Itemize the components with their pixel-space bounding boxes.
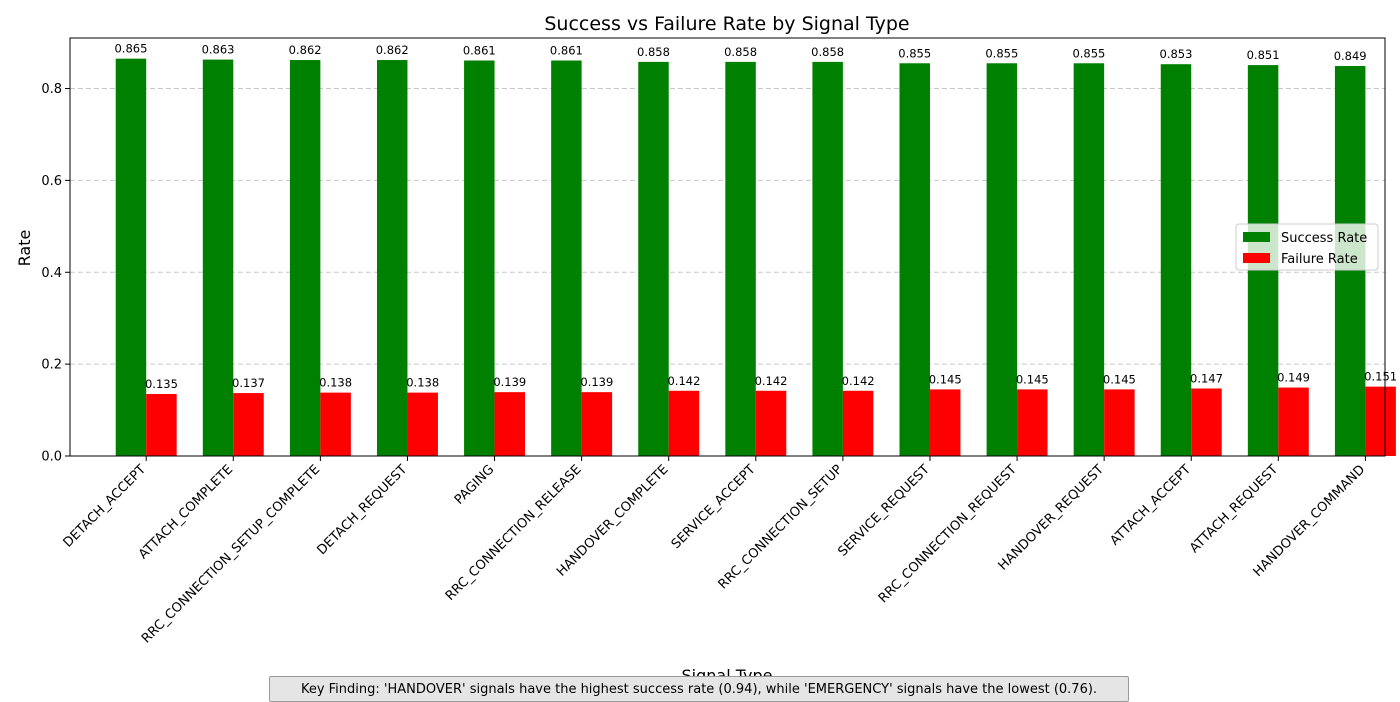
bar-value-label: 0.137	[232, 376, 265, 390]
bar	[551, 60, 582, 456]
bar-value-label: 0.149	[1277, 371, 1310, 385]
bar-value-label: 0.862	[289, 43, 322, 57]
x-tick-label: ATTACH_ACCEPT	[1108, 462, 1195, 549]
plot-area-frame	[69, 37, 1386, 457]
bar-value-label: 0.147	[1190, 371, 1223, 385]
bar-value-label: 0.855	[898, 46, 931, 60]
bar	[1017, 389, 1048, 456]
x-tick-label: RRC_CONNECTION_SETUP_COMPLETE	[139, 462, 323, 646]
y-tick-label: 0.8	[41, 82, 62, 97]
bar-value-label: 0.861	[463, 44, 496, 58]
bars	[115, 58, 1396, 457]
x-tick-label: ATTACH_REQUEST	[1187, 462, 1281, 556]
y-axis: 0.0 0.2 0.4 0.6 0.8	[41, 82, 70, 465]
bar-value-label: 0.138	[406, 376, 439, 390]
bar	[1073, 63, 1105, 457]
bar-value-label: 0.142	[842, 374, 875, 388]
bar	[986, 63, 1018, 457]
x-tick-label: RRC_CONNECTION_RELEASE	[443, 462, 585, 604]
bar	[233, 393, 264, 456]
legend: Success Rate Failure Rate	[1235, 223, 1379, 271]
y-tick-label: 0.2	[41, 358, 62, 373]
x-tick-label: RRC_CONNECTION_REQUEST	[876, 462, 1020, 606]
x-tick-label: SERVICE_REQUEST	[835, 462, 932, 559]
legend-label: Failure Rate	[1281, 252, 1358, 267]
legend-box	[1235, 223, 1379, 271]
x-tick-label: ATTACH_COMPLETE	[136, 462, 236, 562]
bar-value-label: 0.135	[145, 377, 178, 391]
bar	[755, 390, 787, 456]
bar-value-label: 0.139	[580, 375, 613, 389]
y-axis-label: Rate	[15, 230, 34, 267]
bar	[376, 60, 408, 457]
bar	[842, 390, 874, 456]
legend-swatch	[1243, 232, 1270, 242]
bar-value-label: 0.142	[755, 374, 788, 388]
bar-value-label: 0.145	[929, 372, 962, 386]
bar	[202, 59, 234, 456]
bar	[638, 61, 669, 457]
bar	[289, 60, 321, 457]
bar	[668, 390, 700, 456]
bar	[407, 392, 438, 456]
bar-value-label: 0.139	[493, 375, 526, 389]
bar-value-label: 0.145	[1016, 372, 1049, 386]
bar	[1191, 388, 1222, 456]
bar	[725, 61, 756, 457]
x-tick-label: PAGING	[452, 462, 498, 508]
bar	[1160, 64, 1192, 456]
bar-value-label: 0.862	[376, 43, 409, 57]
y-tick-label: 0.4	[41, 266, 62, 281]
bar	[1104, 389, 1135, 456]
bar-value-label: 0.858	[811, 45, 844, 59]
key-finding-annotation: Key Finding: 'HANDOVER' signals have the…	[269, 676, 1129, 702]
y-tick-label: 0.6	[41, 174, 62, 189]
x-axis: DETACH_ACCEPTATTACH_COMPLETERRC_CONNECTI…	[61, 456, 1368, 646]
x-tick-label: DETACH_ACCEPT	[61, 462, 149, 550]
bar-value-label: 0.853	[1160, 47, 1193, 61]
bar	[494, 392, 526, 456]
y-tick-label: 0.0	[41, 450, 62, 465]
bar-value-label: 0.151	[1364, 370, 1397, 384]
bar-value-label: 0.145	[1103, 372, 1136, 386]
bar-value-label: 0.863	[202, 43, 235, 57]
bar-value-label: 0.855	[1072, 46, 1105, 60]
bar	[929, 389, 961, 456]
chart-title: Success vs Failure Rate by Signal Type	[544, 13, 909, 35]
bar-value-label: 0.858	[637, 45, 670, 59]
bar-value-label: 0.138	[319, 376, 352, 390]
bar	[146, 393, 177, 456]
bar-value-label: 0.851	[1247, 48, 1280, 62]
bar	[1365, 386, 1396, 456]
bar	[115, 58, 147, 457]
x-tick-label: SERVICE_ACCEPT	[669, 462, 759, 552]
bar-value-label: 0.142	[667, 374, 700, 388]
bar-value-label: 0.861	[550, 44, 583, 58]
bar	[899, 63, 930, 457]
x-tick-label: DETACH_REQUEST	[314, 462, 410, 558]
bar	[1278, 387, 1309, 456]
legend-label: Success Rate	[1281, 231, 1367, 246]
bar-value-label: 0.858	[724, 45, 757, 59]
bar-value-label: 0.865	[114, 42, 147, 56]
legend-swatch	[1243, 253, 1270, 263]
bar	[464, 60, 495, 456]
bar	[581, 392, 613, 456]
bar-value-label: 0.849	[1334, 49, 1367, 63]
bar-value-labels: 0.865 0.863 0.862 0.862 0.861 0.861 0.858 0.858…	[114, 42, 1397, 391]
bar	[320, 392, 351, 456]
bar	[812, 61, 843, 457]
bar-value-label: 0.855	[985, 46, 1018, 60]
